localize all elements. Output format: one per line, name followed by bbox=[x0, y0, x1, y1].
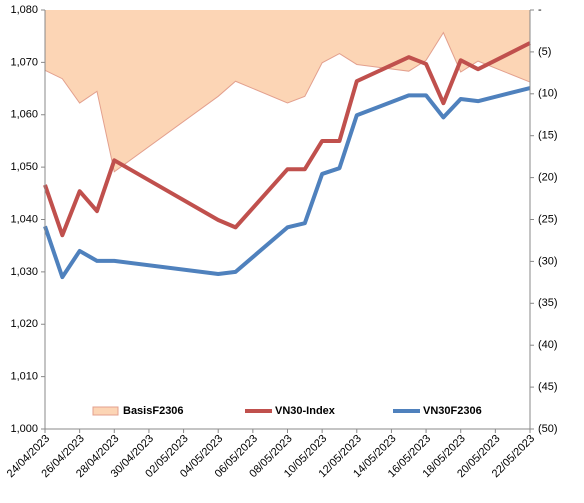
y-tick-label: 1,000 bbox=[10, 423, 38, 435]
y2-tick-label: (10) bbox=[538, 88, 558, 100]
y2-tick-label: (40) bbox=[538, 339, 558, 351]
y2-tick-label: (20) bbox=[538, 172, 558, 184]
y2-tick-label: (45) bbox=[538, 381, 558, 393]
legend-label: VN30-Index bbox=[275, 405, 336, 417]
y2-tick-label: (50) bbox=[538, 423, 558, 435]
legend-swatch bbox=[92, 406, 119, 416]
y-tick-label: 1,070 bbox=[10, 56, 38, 68]
y2-tick-label: (5) bbox=[538, 46, 551, 58]
y2-tick-label: (35) bbox=[538, 297, 558, 309]
y-tick-label: 1,050 bbox=[10, 161, 38, 173]
y2-tick-label: (30) bbox=[538, 255, 558, 267]
legend-label: BasisF2306 bbox=[123, 405, 184, 417]
y-tick-label: 1,060 bbox=[10, 109, 38, 121]
legend-label: VN30F2306 bbox=[423, 405, 482, 417]
y-tick-label: 1,040 bbox=[10, 213, 38, 225]
y2-tick-label: - bbox=[538, 4, 542, 16]
line bbox=[43, 41, 531, 238]
y2-tick-label: (15) bbox=[538, 130, 558, 142]
area bbox=[45, 10, 530, 172]
y-tick-label: 1,080 bbox=[10, 4, 38, 16]
y-tick-label: 1,020 bbox=[10, 318, 38, 330]
y2-tick-label: (25) bbox=[538, 213, 558, 225]
y-tick-label: 1,010 bbox=[10, 371, 38, 383]
area-edge bbox=[44, 31, 531, 173]
line bbox=[43, 86, 531, 280]
y-tick-label: 1,030 bbox=[10, 266, 38, 278]
